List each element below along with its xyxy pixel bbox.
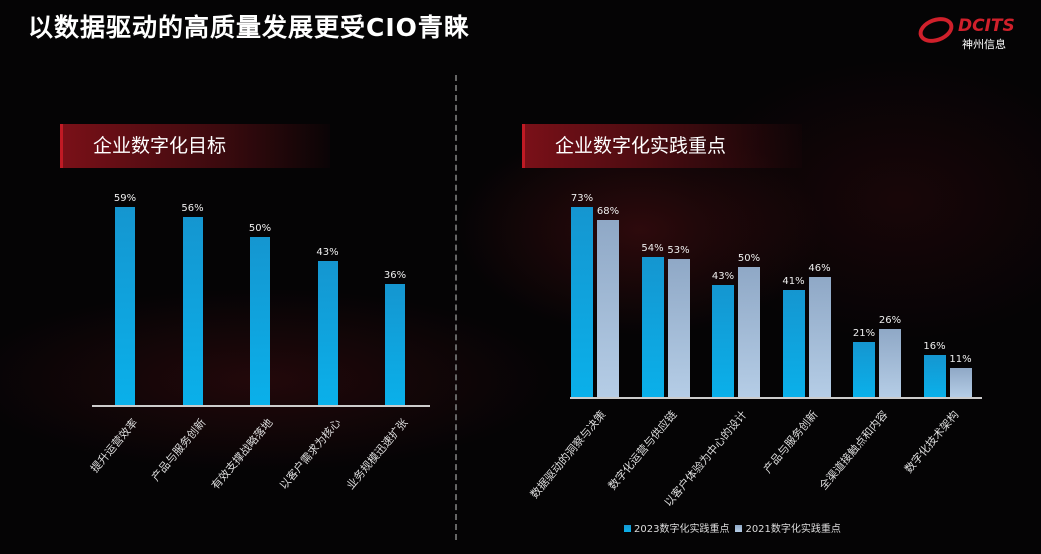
data-label: 11% bbox=[949, 354, 972, 366]
right-x-axis bbox=[570, 397, 982, 399]
bar-2021 bbox=[879, 329, 901, 397]
bar bbox=[317, 260, 338, 405]
left-chart-title: 企业数字化目标 bbox=[60, 124, 330, 168]
data-label: 53% bbox=[667, 245, 690, 257]
data-label: 73% bbox=[570, 193, 594, 205]
data-label: 68% bbox=[596, 206, 620, 218]
data-label: 21% bbox=[852, 328, 876, 340]
data-label: 54% bbox=[641, 242, 664, 254]
logo: DCITS 神州信息 bbox=[914, 12, 1038, 52]
data-label: 50% bbox=[737, 253, 761, 264]
bar bbox=[182, 216, 203, 405]
bar-2023 bbox=[782, 290, 805, 397]
bar-2023 bbox=[923, 355, 946, 397]
left-x-axis bbox=[92, 405, 430, 407]
bar-2021 bbox=[597, 220, 619, 397]
logo-mark-icon bbox=[914, 12, 958, 48]
bar-2023 bbox=[712, 285, 734, 397]
logo-name: 神州信息 bbox=[962, 38, 1006, 51]
legend-item-2021: 2021数字化实践重点 bbox=[735, 520, 841, 535]
data-label: 16% bbox=[923, 341, 946, 353]
legend-swatch-2021 bbox=[735, 525, 743, 532]
bar-2021 bbox=[738, 267, 760, 397]
bar bbox=[115, 206, 135, 405]
data-label: 36% bbox=[383, 270, 407, 282]
bar-2023 bbox=[853, 342, 875, 397]
data-label: 43% bbox=[316, 246, 339, 258]
bar-2023 bbox=[641, 256, 664, 397]
data-label: 46% bbox=[808, 263, 831, 275]
divider bbox=[455, 75, 457, 540]
data-label: 59% bbox=[113, 192, 137, 204]
page-title: 以数据驱动的高质量发展更受CIO青睐 bbox=[28, 13, 470, 42]
right-chart-title: 企业数字化实践重点 bbox=[522, 124, 802, 168]
data-label: 50% bbox=[248, 223, 272, 234]
data-label: 26% bbox=[878, 315, 902, 327]
bar-2021 bbox=[667, 259, 690, 397]
data-label: 43% bbox=[711, 271, 735, 283]
bar bbox=[385, 284, 405, 405]
legend-swatch-2023 bbox=[624, 525, 631, 532]
bar-2021 bbox=[808, 277, 831, 397]
legend: 2023数字化实践重点 2021数字化实践重点 bbox=[624, 520, 841, 535]
bar bbox=[250, 237, 270, 405]
legend-item-2023: 2023数字化实践重点 bbox=[624, 520, 729, 535]
logo-brand: DCITS bbox=[958, 16, 1015, 36]
bar-2021 bbox=[949, 368, 972, 397]
data-label: 41% bbox=[782, 276, 805, 288]
data-label: 56% bbox=[181, 202, 204, 214]
bar-2023 bbox=[571, 207, 593, 397]
